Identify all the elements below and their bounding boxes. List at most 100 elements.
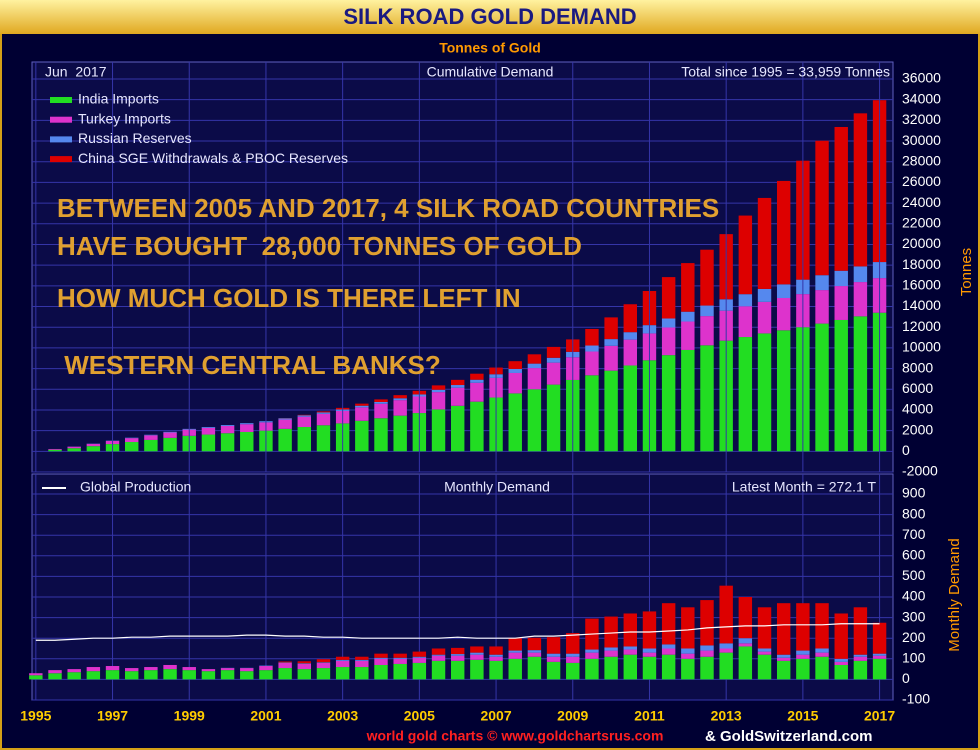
bar-segment	[700, 316, 714, 346]
bar-segment	[278, 662, 292, 669]
y-tick-label: 800	[902, 505, 926, 521]
bar-segment	[834, 126, 848, 271]
bar-segment	[374, 653, 388, 658]
bar-segment	[796, 658, 810, 680]
bar-segment	[776, 284, 791, 298]
bar-segment	[240, 671, 254, 680]
bar-segment	[278, 668, 292, 680]
bar-segment	[374, 658, 388, 665]
bar-segment	[815, 603, 829, 649]
y-tick-label: 18000	[902, 256, 941, 272]
bar-segment	[278, 661, 292, 663]
y-tick-label: 20000	[902, 235, 941, 251]
subtitle: Tonnes of Gold	[439, 40, 541, 56]
bar-segment	[719, 652, 733, 680]
bar-segment	[105, 666, 120, 671]
bar-segment	[757, 301, 772, 334]
y-tick-label: 2000	[902, 421, 933, 437]
bar-segment	[316, 662, 331, 663]
bar-segment	[776, 330, 791, 452]
y-tick-label: 100	[902, 650, 926, 666]
bar-segment	[431, 385, 446, 390]
bar-segment	[757, 288, 772, 302]
bar-segment	[546, 357, 561, 363]
bar-segment	[393, 398, 407, 401]
annotation: BETWEEN 2005 AND 2017, 4 SILK ROAD COUNT…	[57, 193, 719, 223]
bar-segment	[431, 389, 446, 393]
bar-segment	[508, 372, 522, 394]
y-tick-label: 200	[902, 629, 926, 645]
bar-segment	[719, 643, 733, 649]
bar-segment	[681, 653, 695, 659]
bar-segment	[297, 414, 312, 416]
bar-segment	[450, 379, 465, 386]
bar-segment	[681, 648, 695, 654]
bar-segment	[623, 654, 638, 680]
bar-segment	[508, 393, 522, 452]
bar-segment	[297, 415, 312, 417]
y-tick-label: 24000	[902, 194, 941, 210]
bar-segment	[201, 671, 216, 680]
bar-segment	[393, 395, 407, 399]
y-tick-label: 30000	[902, 132, 941, 148]
bar-segment	[297, 669, 312, 680]
bar-segment	[834, 658, 848, 662]
bar-segment	[297, 663, 312, 664]
bar-segment	[220, 668, 235, 671]
bar-segment	[527, 354, 542, 364]
bar-segment	[393, 657, 407, 659]
bar-segment	[67, 446, 81, 449]
bar-segment	[335, 660, 350, 668]
bar-segment	[316, 659, 331, 663]
y-axis-title: Monthly Demand	[946, 538, 963, 651]
bar-segment	[585, 328, 599, 346]
bar-segment	[527, 637, 542, 651]
bar-segment	[163, 437, 177, 452]
bar-segment	[508, 368, 522, 373]
bar-segment	[393, 658, 407, 664]
line	[35, 623, 880, 641]
legend-swatch	[50, 136, 72, 143]
y-tick-label: 14000	[902, 297, 941, 313]
bar-segment	[393, 400, 407, 416]
panel-label: Monthly Demand	[444, 479, 550, 495]
bar-segment	[604, 339, 618, 346]
bar-segment	[125, 671, 139, 680]
bar-segment	[642, 611, 657, 649]
bar-segment	[86, 671, 101, 680]
bar-segment	[700, 305, 714, 317]
bar-segment	[67, 669, 81, 673]
bar-segment	[163, 432, 177, 438]
bar-segment	[470, 373, 484, 380]
bar-segment	[278, 419, 292, 429]
panel-label: Cumulative Demand	[427, 64, 554, 80]
bar-segment	[661, 644, 676, 649]
bar-segment	[546, 653, 561, 657]
bar-segment	[470, 659, 484, 680]
bar-segment	[335, 667, 350, 680]
bar-segment	[738, 215, 753, 295]
bar-segment	[105, 670, 120, 680]
bar-segment	[240, 431, 254, 452]
legend-swatch	[50, 116, 72, 123]
bar-segment	[776, 654, 791, 658]
bar-segment	[834, 319, 848, 452]
y-tick-label: 22000	[902, 214, 941, 230]
bar-segment	[201, 427, 216, 435]
bar-segment	[681, 263, 695, 312]
bar-segment	[681, 321, 695, 350]
bar-segment	[853, 113, 868, 267]
bar-segment	[450, 655, 465, 661]
bar-segment	[489, 656, 503, 661]
bar-segment	[355, 403, 369, 406]
y-tick-label: 500	[902, 567, 926, 583]
y-axis-title: Tonnes	[958, 248, 975, 296]
bar-segment	[144, 670, 158, 680]
bar-segment	[527, 652, 542, 657]
y-tick-label: 300	[902, 608, 926, 624]
bar-segment	[278, 428, 292, 452]
y-tick-label: 16000	[902, 277, 941, 293]
bar-segment	[125, 668, 139, 672]
bar-segment	[412, 656, 427, 658]
